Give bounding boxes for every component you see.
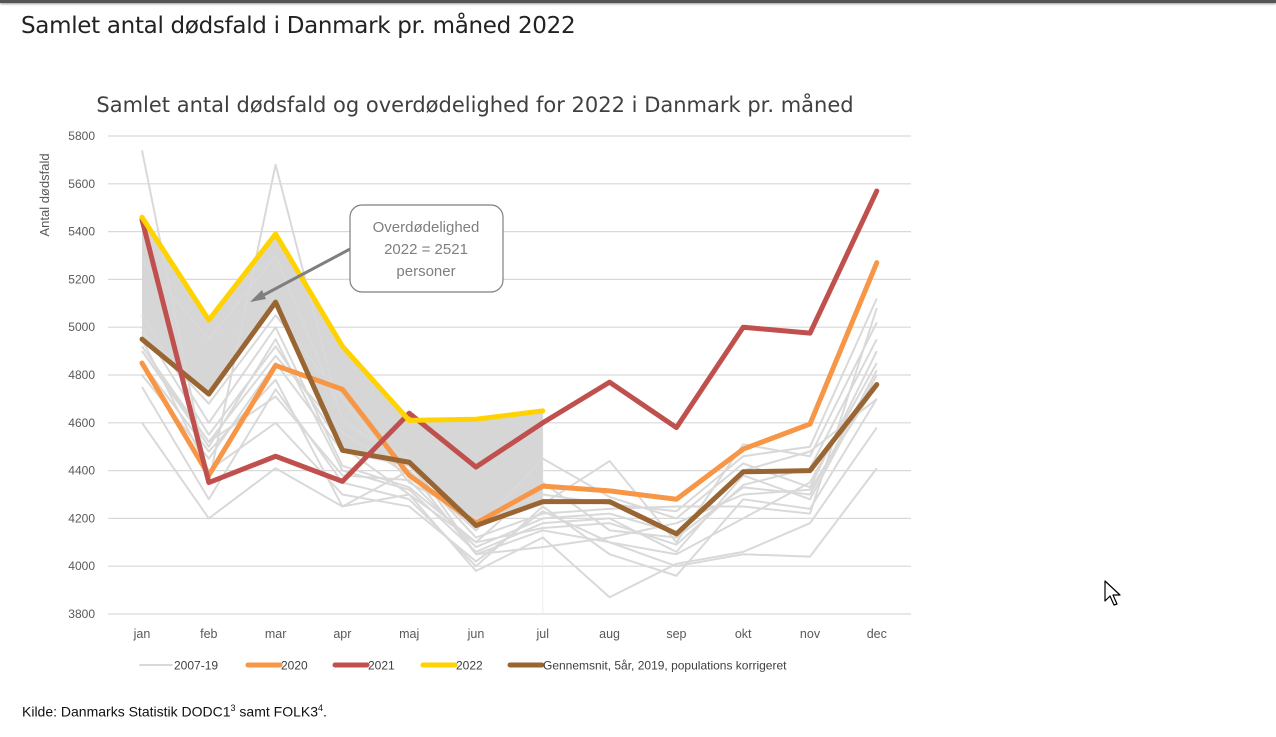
legend-item-2020: 2020 — [245, 659, 308, 673]
annotation: Overdødelighed 2022 = 2521 personer — [250, 204, 504, 302]
y-axis-label: Antal dødsfald — [37, 153, 52, 236]
annotation-text-line-0: Overdødelighed — [373, 219, 480, 236]
source-prefix: Kilde: Danmarks Statistik DODC1 — [22, 703, 231, 720]
series-2021 — [139, 188, 880, 486]
y-tick-label-4600: 4600 — [68, 416, 95, 430]
legend: 2007-19 2020 2021 2022 Gennemsnit, 5år, 2019… — [139, 659, 787, 673]
legend-item-2007-19: 2007-19 — [139, 659, 218, 673]
annotation-text-line-2: personer — [396, 263, 455, 280]
legend-item-2022: 2022 — [420, 659, 483, 673]
series-2007-19 — [141, 150, 878, 599]
y-tick-label-5200: 5200 — [68, 272, 95, 286]
y-tick-label-5800: 5800 — [68, 129, 95, 143]
footnote-ref-3: 3 — [230, 703, 236, 713]
series-2022 — [139, 214, 546, 423]
y-tick-label-5000: 5000 — [68, 320, 95, 334]
legend-item-2021: 2021 — [332, 659, 395, 673]
x-tick-label-jul: jul — [536, 627, 550, 641]
footnote-ref-4: 4 — [318, 703, 324, 713]
series-2007-19-line-9 — [141, 362, 878, 556]
y-tick-label-4400: 4400 — [68, 464, 95, 478]
y-tick-label-5600: 5600 — [68, 177, 95, 191]
annotation-text-line-1: 2022 = 2521 — [384, 241, 468, 258]
x-tick-label-mar: mar — [265, 627, 287, 641]
x-tick-label-okt: okt — [735, 627, 752, 641]
y-tick-label-3800: 3800 — [68, 607, 95, 621]
x-tick-label-jan: jan — [133, 627, 151, 641]
series-2007-19-line-12 — [141, 350, 878, 549]
series-line-2021 — [139, 188, 880, 486]
legend-label-2020: 2020 — [281, 659, 308, 673]
window-top-border — [0, 0, 1276, 3]
annotation-arrow-line — [257, 246, 353, 300]
legend-item-gennemsnit-5-r-2019-populations-korrigeret: Gennemsnit, 5år, 2019, populations korri… — [507, 659, 787, 673]
x-tick-label-sep: sep — [666, 627, 686, 641]
x-tick-label-maj: maj — [399, 627, 419, 641]
annotation-box — [349, 204, 504, 293]
x-tick-label-jun: jun — [467, 627, 485, 641]
series-2007-19-line-0 — [141, 150, 878, 568]
legend-label-2007-19: 2007-19 — [174, 659, 218, 673]
source-suffix: . — [323, 703, 327, 720]
x-tick-label-feb: feb — [200, 627, 217, 641]
annotation-arrowhead-icon — [250, 290, 266, 302]
chart-title: Samlet antal dødsfald og overdødelighed … — [96, 92, 853, 117]
x-tick-label-aug: aug — [599, 627, 620, 641]
series-line-2020 — [139, 260, 880, 526]
series-line-gennemsnit-5-r-2019-populations-korrigeret — [139, 299, 880, 537]
x-tick-label-dec: dec — [867, 627, 887, 641]
x-tick-label-apr: apr — [333, 627, 351, 641]
y-tick-label-4800: 4800 — [68, 368, 95, 382]
series-gennemsnit-5-r-2019-populations-korrigeret — [139, 299, 880, 537]
x-tick-label-nov: nov — [800, 627, 821, 641]
y-tick-label-4200: 4200 — [68, 511, 95, 525]
y-tick-label-4000: 4000 — [68, 559, 95, 573]
page-title: Samlet antal dødsfald i Danmark pr. måne… — [21, 13, 576, 39]
excess-mortality-area — [142, 217, 543, 526]
legend-label-gennemsnit-5-r-2019-populations-korrigeret: Gennemsnit, 5år, 2019, populations korri… — [543, 659, 787, 673]
mouse-cursor-icon — [1104, 580, 1121, 606]
legend-label-2022: 2022 — [456, 659, 483, 673]
y-tick-label-5400: 5400 — [68, 225, 95, 239]
source-note: Kilde: Danmarks Statistik DODC13 samt FO… — [22, 703, 327, 720]
source-mid: samt FOLK3 — [235, 703, 318, 720]
series-2007-19-line-1 — [141, 422, 878, 599]
legend-label-2021: 2021 — [368, 659, 395, 673]
series-2007-19-line-11 — [141, 338, 878, 563]
